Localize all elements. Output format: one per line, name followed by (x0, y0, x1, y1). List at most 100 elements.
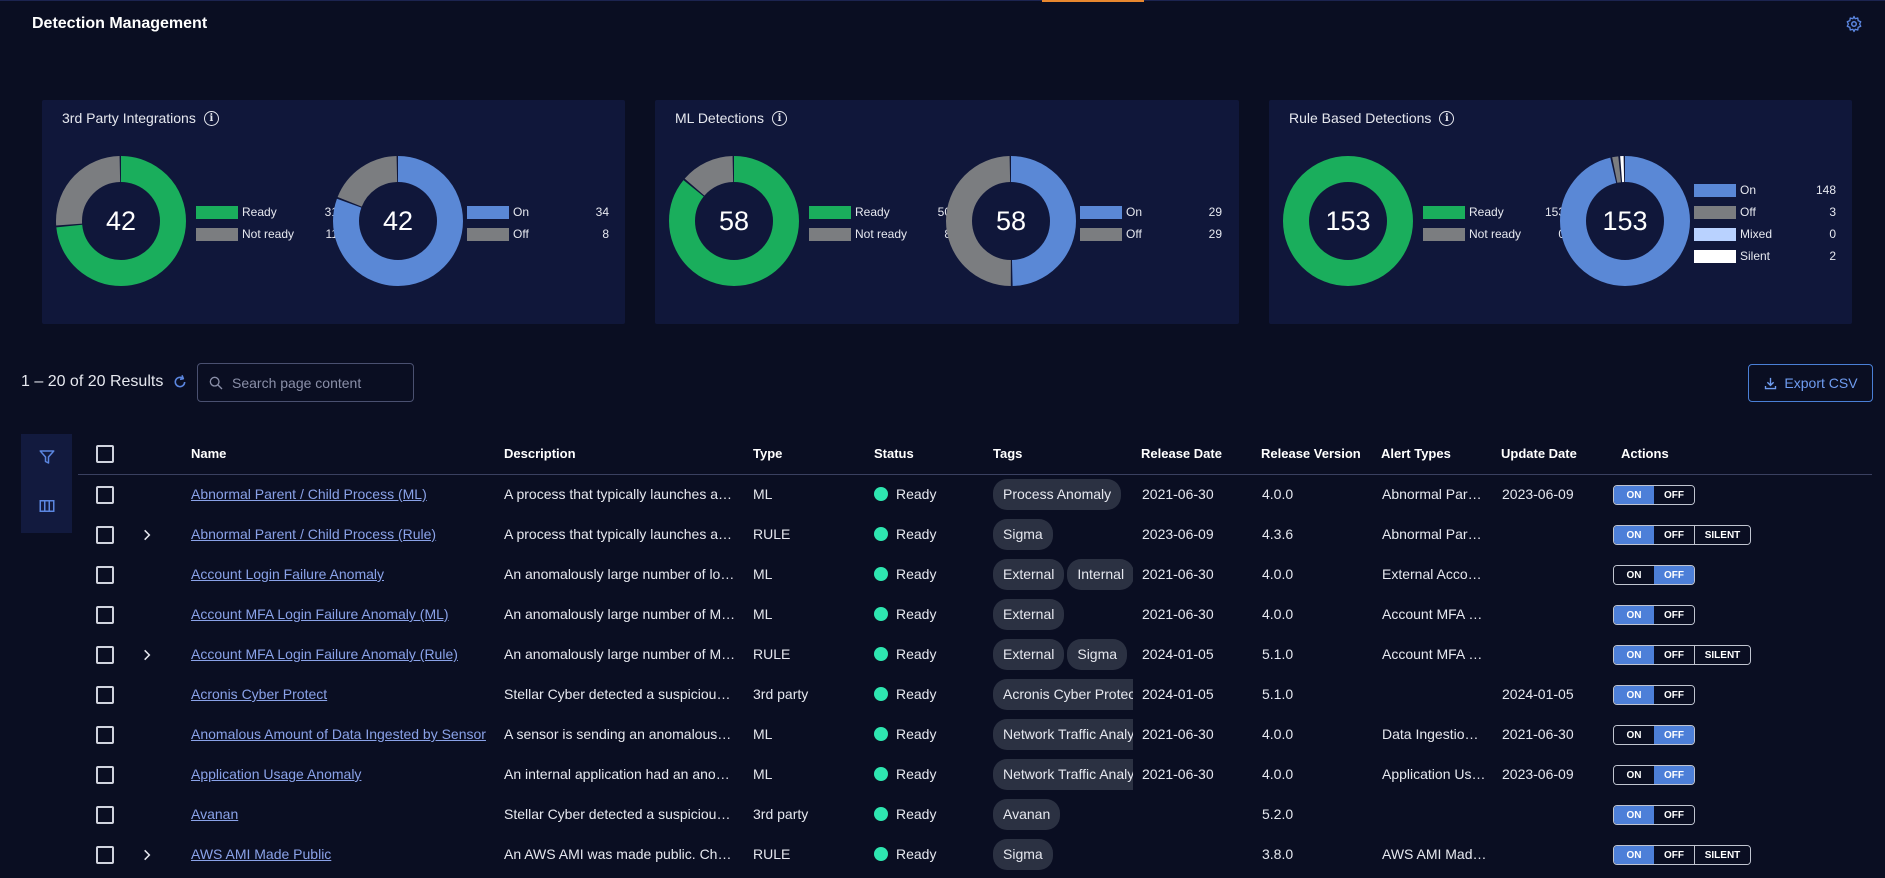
column-header-tags[interactable]: Tags (993, 446, 1023, 461)
donut-segment-ready[interactable] (1283, 156, 1413, 286)
tag-chip[interactable]: External (993, 599, 1065, 630)
tag-chip[interactable]: External (993, 559, 1065, 590)
tag-chip[interactable]: Sigma (1067, 639, 1128, 670)
donut-segment-on[interactable] (946, 156, 1076, 286)
table-row[interactable]: Acronis Cyber Protect Stellar Cyber detec… (78, 675, 1872, 715)
column-header-update-date[interactable]: Update Date (1501, 446, 1577, 461)
legend-item[interactable]: Not ready 11 (196, 223, 338, 245)
legend-item[interactable]: Ready 31 (196, 201, 338, 223)
chevron-right-icon[interactable] (140, 648, 154, 662)
detection-name-link[interactable]: Account MFA Login Failure Anomaly (ML) (191, 606, 449, 622)
toggle-off-option[interactable]: OFF (1654, 766, 1694, 784)
on-off-toggle[interactable]: ON OFF (1613, 765, 1695, 785)
chevron-right-icon[interactable] (140, 848, 154, 862)
toggle-off-option[interactable]: OFF (1654, 726, 1694, 744)
table-row[interactable]: Abnormal Parent / Child Process (Rule) A … (78, 515, 1872, 555)
detection-name-link[interactable]: Account MFA Login Failure Anomaly (Rule) (191, 646, 458, 662)
table-row[interactable]: Abnormal Parent / Child Process (ML) A pr… (78, 475, 1872, 515)
toggle-silent-option[interactable]: SILENT (1694, 846, 1750, 864)
search-input[interactable] (232, 374, 402, 391)
chevron-right-icon[interactable] (140, 528, 154, 542)
toggle-on-option[interactable]: ON (1614, 766, 1654, 784)
tag-chip[interactable]: Sigma (993, 839, 1053, 870)
detection-name-link[interactable]: AWS AMI Made Public (191, 846, 332, 862)
detection-name-link[interactable]: Application Usage Anomaly (191, 766, 362, 782)
toggle-on-option[interactable]: ON (1614, 646, 1654, 664)
tag-chip[interactable]: Process Anomaly (993, 479, 1122, 510)
legend-item[interactable]: On 29 (1080, 201, 1222, 223)
toggle-off-option[interactable]: OFF (1654, 846, 1694, 864)
toggle-off-option[interactable]: OFF (1654, 646, 1694, 664)
column-header-name[interactable]: Name (191, 446, 227, 461)
donut-segment-on[interactable] (1560, 156, 1690, 286)
column-header-type[interactable]: Type (753, 446, 783, 461)
row-checkbox[interactable] (96, 486, 114, 504)
toggle-off-option[interactable]: OFF (1654, 566, 1694, 584)
row-checkbox[interactable] (96, 606, 114, 624)
toggle-on-option[interactable]: ON (1614, 486, 1654, 504)
toggle-off-option[interactable]: OFF (1654, 686, 1694, 704)
detection-name-link[interactable]: Account Login Failure Anomaly (191, 566, 384, 582)
legend-item[interactable]: Mixed 0 (1694, 223, 1836, 245)
legend-item[interactable]: Not ready 8 (809, 223, 951, 245)
donut-segment-not-ready[interactable] (56, 156, 186, 286)
toggle-off-option[interactable]: OFF (1654, 606, 1694, 624)
on-off-toggle[interactable]: ON OFF (1613, 725, 1695, 745)
donut-segment-off[interactable] (946, 156, 1076, 286)
tag-chip[interactable]: Network Traffic Analysis (993, 719, 1133, 750)
refresh-icon[interactable] (172, 374, 188, 390)
table-row[interactable]: Account Login Failure Anomaly An anomalou… (78, 555, 1872, 595)
table-row[interactable]: AWS AMI Made Public An AWS AMI was made p… (78, 835, 1872, 875)
table-row[interactable]: Account MFA Login Failure Anomaly (ML) An… (78, 595, 1872, 635)
info-icon[interactable]: i (203, 110, 219, 126)
legend-item[interactable]: Not ready 0 (1423, 223, 1565, 245)
detection-name-link[interactable]: Abnormal Parent / Child Process (ML) (191, 486, 427, 502)
info-icon[interactable]: i (1439, 110, 1455, 126)
tag-chip[interactable]: Avanan (993, 799, 1061, 830)
row-checkbox[interactable] (96, 846, 114, 864)
toggle-on-option[interactable]: ON (1614, 726, 1654, 744)
tag-chip[interactable]: Network Traffic Analysis (993, 759, 1133, 790)
toggle-silent-option[interactable]: SILENT (1694, 646, 1750, 664)
on-off-toggle[interactable]: ON OFF SILENT (1613, 525, 1751, 545)
detection-name-link[interactable]: Abnormal Parent / Child Process (Rule) (191, 526, 437, 542)
row-checkbox[interactable] (96, 526, 114, 544)
donut-segment-on[interactable] (333, 156, 463, 286)
toggle-off-option[interactable]: OFF (1654, 486, 1694, 504)
detection-name-link[interactable]: Avanan (191, 806, 239, 822)
row-checkbox[interactable] (96, 566, 114, 584)
donut-segment-ready[interactable] (669, 156, 799, 286)
row-checkbox[interactable] (96, 646, 114, 664)
select-all-checkbox[interactable] (96, 445, 114, 463)
legend-item[interactable]: Off 3 (1694, 201, 1836, 223)
table-row[interactable]: Account MFA Login Failure Anomaly (Rule)… (78, 635, 1872, 675)
table-row[interactable]: Avanan Stellar Cyber detected a suspiciou… (78, 795, 1872, 835)
export-csv-button[interactable]: Export CSV (1748, 364, 1873, 402)
toggle-on-option[interactable]: ON (1614, 566, 1654, 584)
search-box[interactable] (197, 363, 414, 402)
toggle-on-option[interactable]: ON (1614, 846, 1654, 864)
toggle-on-option[interactable]: ON (1614, 526, 1654, 544)
tag-chip[interactable]: Sigma (993, 519, 1053, 550)
legend-item[interactable]: Silent 2 (1694, 245, 1836, 267)
toggle-on-option[interactable]: ON (1614, 686, 1654, 704)
row-checkbox[interactable] (96, 766, 114, 784)
detection-name-link[interactable]: Anomalous Amount of Data Ingested by Sen… (191, 726, 486, 742)
column-header-status[interactable]: Status (874, 446, 914, 461)
column-header-release-version[interactable]: Release Version (1261, 446, 1361, 461)
tag-chip[interactable]: Internal (1067, 559, 1133, 590)
toggle-off-option[interactable]: OFF (1654, 806, 1694, 824)
info-icon[interactable]: i (771, 110, 787, 126)
on-off-toggle[interactable]: ON OFF SILENT (1613, 845, 1751, 865)
legend-item[interactable]: Ready 153 (1423, 201, 1565, 223)
on-off-toggle[interactable]: ON OFF (1613, 605, 1695, 625)
column-header-release-date[interactable]: Release Date (1141, 446, 1222, 461)
legend-item[interactable]: Off 29 (1080, 223, 1222, 245)
on-off-toggle[interactable]: ON OFF (1613, 805, 1695, 825)
row-checkbox[interactable] (96, 806, 114, 824)
tag-chip[interactable]: Acronis Cyber Protect (993, 679, 1133, 710)
legend-item[interactable]: Off 8 (467, 223, 609, 245)
donut-segment-ready[interactable] (56, 156, 186, 286)
on-off-toggle[interactable]: ON OFF (1613, 685, 1695, 705)
toggle-off-option[interactable]: OFF (1654, 526, 1694, 544)
